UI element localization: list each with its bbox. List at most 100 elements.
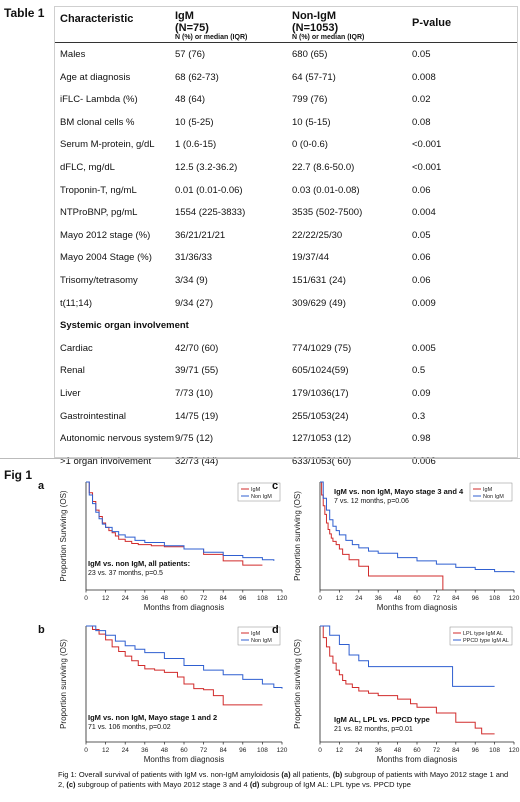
legend-box (449, 626, 513, 646)
cell-igm: 36/21/21/21 (175, 229, 226, 241)
cell-nonigm: 64 (57-71) (292, 71, 336, 83)
cell-characteristic: Cardiac (60, 342, 93, 354)
cell-pvalue: 0.008 (412, 71, 436, 83)
annotation-title: IgM vs. non IgM, Mayo stage 3 and 4 (334, 487, 464, 496)
header-characteristic: Characteristic (60, 13, 134, 25)
cell-characteristic: Mayo 2004 Stage (%) (60, 252, 152, 264)
x-tick-label: 108 (257, 595, 268, 602)
header-nonigm-sub: N (%) or median (IQR) (292, 34, 365, 41)
cell-pvalue: 0.06 (412, 252, 431, 264)
cell-characteristic: Age at diagnosis (60, 71, 131, 83)
cell-pvalue: <0.001 (412, 162, 442, 173)
x-tick-label: 48 (161, 747, 169, 754)
cell-characteristic: Males (60, 49, 86, 60)
legend-label: IgM (251, 487, 261, 493)
table-row: Mayo 2012 stage (%) 36/21/21/21 22/22/25/3… (55, 230, 517, 252)
x-tick-label: 84 (220, 595, 228, 602)
annotation-stats: 71 vs. 106 months, p=0.02 (88, 724, 171, 731)
table-row: Trisomy/tetrasomy 3/34 (9) 151/631 (24) 0.0… (55, 275, 517, 297)
annotation-stats: 7 vs. 12 months, p=0.06 (334, 498, 409, 505)
cell-nonigm: 10 (5-15) (292, 116, 331, 128)
x-tick-label: 72 (433, 595, 441, 602)
table-row: >1 organ involvement 32/73 (44) 633/1053( … (55, 456, 517, 478)
km-panel-a: a 0 12 24 36 48 60 72 84 96 108 120 Months from diag… (38, 476, 288, 616)
cell-igm: 0.01 (0.01-0.06) (175, 184, 243, 196)
table-row: BM clonal cells % 10 (5-25) 10 (5-15) 0.08 (55, 117, 517, 139)
annotation-title: IgM AL, LPL vs. PPCD type (334, 715, 430, 724)
cell-characteristic: dFLC, mg/dL (60, 162, 115, 173)
km-chart-d: 0 12 24 36 48 60 72 84 96 108 120 Months from diagn… (293, 625, 520, 764)
km-panel-d: d 0 12 24 36 48 60 72 84 96 108 120 Months from diag… (272, 620, 520, 768)
figure-caption: Fig 1: Overall survival of patients with… (58, 770, 516, 790)
section-divider (0, 458, 520, 459)
x-tick-label: 0 (318, 595, 322, 602)
caption-part: (d) (249, 780, 260, 789)
y-axis-label: Proportion surviving (OS) (293, 639, 302, 729)
table-row: Renal 39/71 (55) 605/1024(59) 0.5 (55, 365, 517, 387)
series-line-first (320, 625, 495, 735)
cell-nonigm: 680 (65) (292, 49, 328, 60)
cell-characteristic: Liver (60, 388, 81, 399)
legend-label: IgM (251, 631, 261, 637)
cell-nonigm: 309/629 (49) (292, 297, 346, 309)
cell-characteristic: Mayo 2012 stage (%) (60, 229, 151, 241)
km-panel-c: c 0 12 24 36 48 60 72 84 96 108 120 Months from diag… (272, 476, 520, 616)
cell-igm: 42/70 (60) (175, 342, 219, 354)
panel-letter: c (272, 480, 279, 492)
header-rule (55, 42, 517, 43)
cell-nonigm: 151/631 (24) (292, 275, 346, 286)
cell-igm: 57 (76) (175, 49, 206, 60)
cell-igm: 32/73 (44) (175, 455, 219, 467)
table-label: Table 1 (4, 6, 45, 20)
panel-letter: b (38, 624, 45, 636)
km-chart-c: 0 12 24 36 48 60 72 84 96 108 120 Months from diagn… (293, 481, 520, 612)
cell-pvalue: 0.09 (412, 388, 431, 399)
header-nonigm-title: Non-IgM (292, 10, 336, 22)
x-tick-label: 12 (102, 747, 110, 754)
caption-part: Fig 1: Overall survival of patients with… (58, 770, 282, 779)
km-chart-a: 0 12 24 36 48 60 72 84 96 108 120 Months from diagn… (59, 481, 288, 612)
cell-characteristic: >1 organ involvement (60, 455, 152, 467)
table-row: Cardiac 42/70 (60) 774/1029 (75) 0.005 (55, 343, 517, 365)
x-tick-label: 48 (161, 595, 169, 602)
x-tick-label: 12 (336, 595, 344, 602)
x-tick-label: 24 (122, 595, 130, 602)
table-row: Males 57 (76) 680 (65) 0.05 (55, 49, 517, 71)
series-line-first (86, 625, 263, 706)
cell-nonigm: 799 (76) (292, 94, 328, 106)
km-chart-b: 0 12 24 36 48 60 72 84 96 108 120 Months from diagn… (59, 625, 288, 764)
figure-label: Fig 1 (4, 468, 33, 482)
table-row: t(11;14) 9/34 (27) 309/629 (49) 0.009 (55, 298, 517, 320)
series-line-second (86, 625, 283, 689)
legend-label: Non IgM (251, 638, 272, 644)
x-tick-label: 72 (200, 595, 208, 602)
series-line-first (320, 481, 444, 590)
cell-nonigm: 255/1053(24) (292, 410, 349, 422)
cell-igm: 10 (5-25) (175, 116, 214, 128)
cell-characteristic: iFLC- Lambda (%) (60, 94, 138, 106)
cell-pvalue: 0.004 (412, 207, 436, 219)
annotation-title: IgM vs. non IgM, Mayo stage 1 and 2 (88, 713, 217, 722)
header-nonigm: Non-IgM (N=1053) (292, 10, 338, 34)
cell-pvalue: 0.006 (412, 455, 436, 467)
x-tick-label: 96 (472, 595, 480, 602)
cell-igm: 9/75 (12) (175, 433, 214, 445)
x-tick-label: 96 (239, 747, 247, 754)
header-igm-sub: N (%) or median (IQR) (175, 34, 248, 41)
cell-igm: 39/71 (55) (175, 365, 219, 377)
header-igm: IgM (N=75) (175, 10, 209, 34)
cell-pvalue: 0.08 (412, 116, 431, 128)
cell-characteristic: Serum M-protein, g/dL (60, 139, 155, 151)
cell-igm: 1 (0.6-15) (175, 139, 217, 151)
x-tick-label: 120 (509, 595, 520, 602)
cell-nonigm: 633/1053( 60) (292, 455, 352, 467)
header-nonigm-n: (N=1053) (292, 22, 339, 34)
x-tick-label: 96 (239, 595, 247, 602)
cell-nonigm: 774/1029 (75) (292, 342, 352, 354)
x-tick-label: 60 (413, 747, 421, 754)
cell-pvalue: 0.3 (412, 410, 426, 422)
caption-part: subgroup of patients with Mayo 2012 stag… (58, 770, 509, 789)
table-row: Autonomic nervous system 9/75 (12) 127/105… (55, 433, 517, 455)
cell-characteristic: Renal (60, 365, 85, 377)
cell-pvalue: 0.009 (412, 297, 436, 309)
